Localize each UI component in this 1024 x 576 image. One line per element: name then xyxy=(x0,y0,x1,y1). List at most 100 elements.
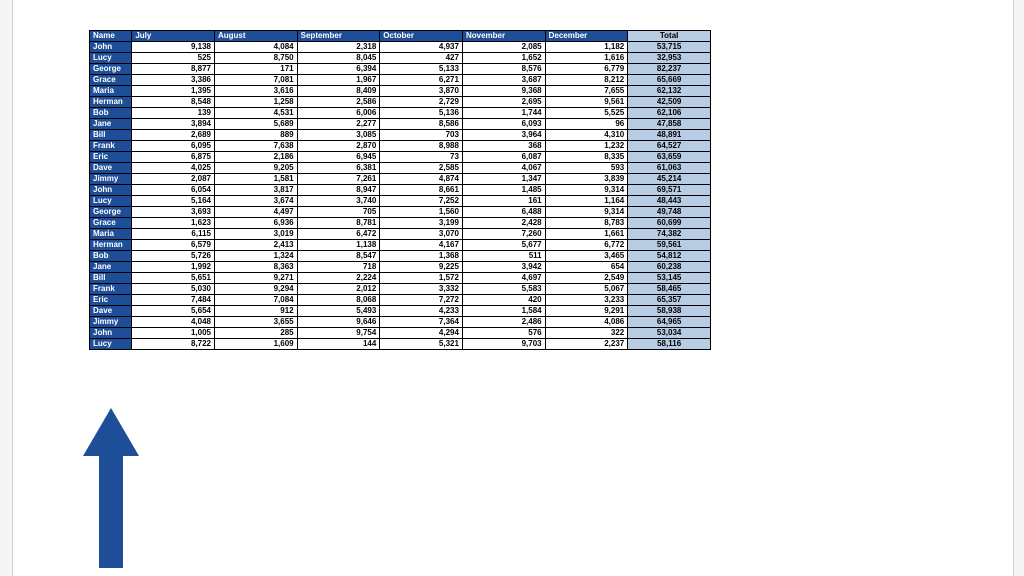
row-value-cell: 8,661 xyxy=(380,185,463,196)
row-value-cell: 3,839 xyxy=(545,174,628,185)
table-row: Jimmy4,0483,6559,6467,3642,4864,08664,96… xyxy=(90,317,711,328)
row-value-cell: 3,019 xyxy=(214,229,297,240)
row-value-cell: 285 xyxy=(214,328,297,339)
row-value-cell: 4,067 xyxy=(462,163,545,174)
row-total-cell: 69,571 xyxy=(628,185,711,196)
row-value-cell: 368 xyxy=(462,141,545,152)
row-total-cell: 58,116 xyxy=(628,339,711,350)
row-name-cell: Dave xyxy=(90,163,132,174)
row-value-cell: 1,164 xyxy=(545,196,628,207)
row-value-cell: 4,086 xyxy=(545,317,628,328)
row-name-cell: Maria xyxy=(90,229,132,240)
row-value-cell: 9,294 xyxy=(214,284,297,295)
row-total-cell: 58,465 xyxy=(628,284,711,295)
row-value-cell: 161 xyxy=(462,196,545,207)
row-value-cell: 5,321 xyxy=(380,339,463,350)
row-value-cell: 2,870 xyxy=(297,141,380,152)
row-value-cell: 2,224 xyxy=(297,273,380,284)
row-name-cell: John xyxy=(90,42,132,53)
row-total-cell: 61,063 xyxy=(628,163,711,174)
row-value-cell: 8,335 xyxy=(545,152,628,163)
row-value-cell: 8,722 xyxy=(132,339,215,350)
row-name-cell: Jane xyxy=(90,119,132,130)
table-row: Jimmy2,0871,5817,2614,8741,3473,83945,21… xyxy=(90,174,711,185)
row-value-cell: 2,012 xyxy=(297,284,380,295)
row-value-cell: 171 xyxy=(214,64,297,75)
col-header-september: September xyxy=(297,31,380,42)
row-value-cell: 5,164 xyxy=(132,196,215,207)
row-value-cell: 5,493 xyxy=(297,306,380,317)
row-value-cell: 6,093 xyxy=(462,119,545,130)
row-name-cell: Frank xyxy=(90,141,132,152)
row-value-cell: 96 xyxy=(545,119,628,130)
row-name-cell: Grace xyxy=(90,218,132,229)
row-name-cell: Lucy xyxy=(90,196,132,207)
row-total-cell: 32,953 xyxy=(628,53,711,64)
row-value-cell: 3,870 xyxy=(380,86,463,97)
row-value-cell: 2,413 xyxy=(214,240,297,251)
row-value-cell: 9,291 xyxy=(545,306,628,317)
row-value-cell: 3,817 xyxy=(214,185,297,196)
row-value-cell: 7,084 xyxy=(214,295,297,306)
row-value-cell: 511 xyxy=(462,251,545,262)
row-value-cell: 9,703 xyxy=(462,339,545,350)
row-value-cell: 6,271 xyxy=(380,75,463,86)
row-value-cell: 6,488 xyxy=(462,207,545,218)
row-total-cell: 53,715 xyxy=(628,42,711,53)
table-row: Dave5,6549125,4934,2331,5849,29158,938 xyxy=(90,306,711,317)
row-value-cell: 3,687 xyxy=(462,75,545,86)
row-value-cell: 3,693 xyxy=(132,207,215,218)
row-value-cell: 1,572 xyxy=(380,273,463,284)
row-value-cell: 3,199 xyxy=(380,218,463,229)
row-value-cell: 4,497 xyxy=(214,207,297,218)
row-value-cell: 2,586 xyxy=(297,97,380,108)
row-total-cell: 48,891 xyxy=(628,130,711,141)
row-value-cell: 7,484 xyxy=(132,295,215,306)
row-value-cell: 3,085 xyxy=(297,130,380,141)
row-name-cell: John xyxy=(90,328,132,339)
row-total-cell: 53,034 xyxy=(628,328,711,339)
row-total-cell: 42,509 xyxy=(628,97,711,108)
row-value-cell: 1,560 xyxy=(380,207,463,218)
row-value-cell: 8,586 xyxy=(380,119,463,130)
row-value-cell: 9,646 xyxy=(297,317,380,328)
row-value-cell: 2,085 xyxy=(462,42,545,53)
row-name-cell: Dave xyxy=(90,306,132,317)
row-name-cell: Bill xyxy=(90,130,132,141)
row-value-cell: 703 xyxy=(380,130,463,141)
row-value-cell: 4,310 xyxy=(545,130,628,141)
table-row: George8,8771716,3945,1338,5766,77982,237 xyxy=(90,64,711,75)
row-value-cell: 2,486 xyxy=(462,317,545,328)
row-value-cell: 8,547 xyxy=(297,251,380,262)
row-value-cell: 9,368 xyxy=(462,86,545,97)
row-total-cell: 60,238 xyxy=(628,262,711,273)
row-value-cell: 6,394 xyxy=(297,64,380,75)
row-value-cell: 2,237 xyxy=(545,339,628,350)
row-name-cell: Eric xyxy=(90,295,132,306)
row-value-cell: 1,368 xyxy=(380,251,463,262)
row-value-cell: 6,087 xyxy=(462,152,545,163)
row-value-cell: 8,877 xyxy=(132,64,215,75)
table-row: Maria6,1153,0196,4723,0707,2601,66174,38… xyxy=(90,229,711,240)
row-name-cell: John xyxy=(90,185,132,196)
row-value-cell: 5,689 xyxy=(214,119,297,130)
row-value-cell: 1,967 xyxy=(297,75,380,86)
row-total-cell: 53,145 xyxy=(628,273,711,284)
row-value-cell: 6,936 xyxy=(214,218,297,229)
row-value-cell: 5,677 xyxy=(462,240,545,251)
row-value-cell: 3,740 xyxy=(297,196,380,207)
row-value-cell: 3,332 xyxy=(380,284,463,295)
row-name-cell: Bob xyxy=(90,251,132,262)
row-value-cell: 3,070 xyxy=(380,229,463,240)
row-value-cell: 6,579 xyxy=(132,240,215,251)
row-name-cell: Herman xyxy=(90,240,132,251)
row-value-cell: 6,945 xyxy=(297,152,380,163)
row-value-cell: 2,186 xyxy=(214,152,297,163)
row-value-cell: 4,294 xyxy=(380,328,463,339)
row-value-cell: 6,779 xyxy=(545,64,628,75)
row-value-cell: 2,695 xyxy=(462,97,545,108)
row-value-cell: 7,252 xyxy=(380,196,463,207)
data-table: Name July August September October Novem… xyxy=(89,30,711,350)
row-value-cell: 8,576 xyxy=(462,64,545,75)
row-value-cell: 2,318 xyxy=(297,42,380,53)
